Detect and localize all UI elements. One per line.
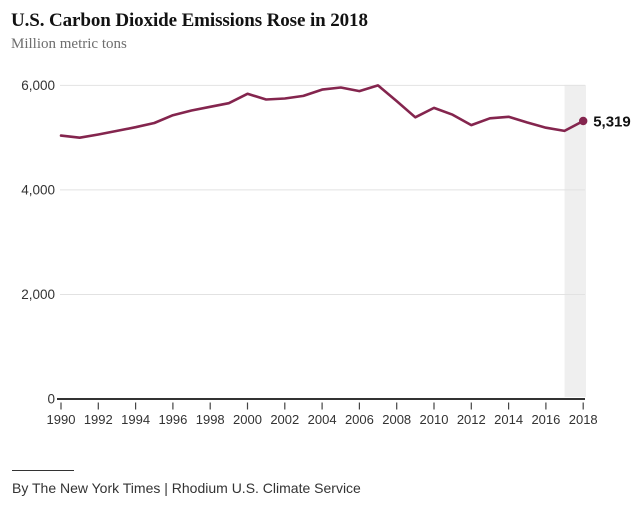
chart-title: U.S. Carbon Dioxide Emissions Rose in 20… xyxy=(11,10,368,31)
x-axis-label: 2002 xyxy=(270,412,299,427)
x-axis-label: 2006 xyxy=(345,412,374,427)
x-axis-label: 1994 xyxy=(121,412,150,427)
x-axis-label: 1998 xyxy=(196,412,225,427)
y-axis-label: 2,000 xyxy=(21,287,55,302)
x-axis-label: 1990 xyxy=(47,412,76,427)
x-axis-label: 1996 xyxy=(158,412,187,427)
chart-header: U.S. Carbon Dioxide Emissions Rose in 20… xyxy=(0,0,640,53)
footer-divider xyxy=(12,469,74,471)
y-axis-label: 4,000 xyxy=(21,182,55,197)
emissions-line xyxy=(59,83,585,139)
x-axis-label: 2012 xyxy=(457,412,486,427)
y-axis-label: 0 xyxy=(47,391,55,406)
x-axis-label: 2016 xyxy=(531,412,560,427)
chart-footer: By The New York Times | Rhodium U.S. Cli… xyxy=(0,469,640,496)
end-point-value-label: 5,319 xyxy=(593,113,631,130)
emissions-line-chart: 0 2,000 4,000 6,000 1990 1992 1994 1996 1998 2000… xyxy=(0,58,640,436)
x-axis-label: 2018 xyxy=(569,412,598,427)
chart-unit-label: Million metric tons xyxy=(11,35,127,52)
x-axis-label: 2008 xyxy=(382,412,411,427)
highlight-band xyxy=(564,84,586,397)
end-point-dot xyxy=(579,116,588,126)
x-axis-label: 1992 xyxy=(84,412,113,427)
x-axis-label: 2014 xyxy=(494,412,523,427)
chart-svg: 0 2,000 4,000 6,000 1990 1992 1994 1996 1998 2000… xyxy=(21,78,631,427)
x-axis-label: 2004 xyxy=(308,412,337,427)
x-axis-label: 2010 xyxy=(420,412,449,427)
byline: By The New York Times | Rhodium U.S. Cli… xyxy=(12,479,361,496)
x-axis-label: 2000 xyxy=(233,412,262,427)
y-axis-label: 6,000 xyxy=(21,78,55,93)
